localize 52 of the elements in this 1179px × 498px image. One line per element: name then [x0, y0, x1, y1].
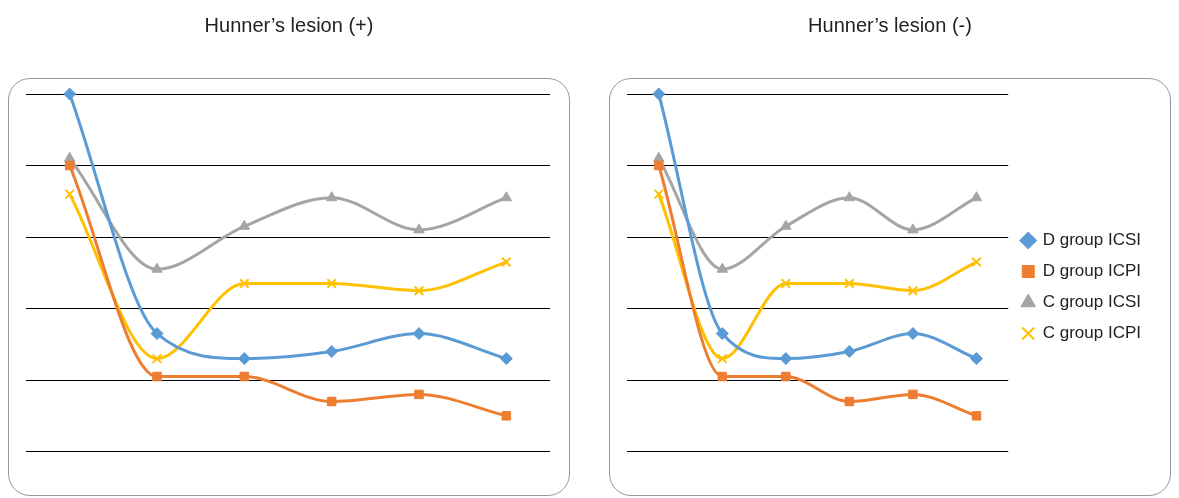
point [151, 262, 163, 273]
chart-title: Hunner’s lesion (-) [807, 14, 973, 37]
point [907, 285, 919, 296]
point [653, 188, 665, 200]
point [717, 353, 728, 364]
point [63, 87, 77, 101]
legend-label: D group ICSI [1042, 230, 1141, 250]
point [842, 344, 856, 358]
point [237, 352, 251, 366]
point [412, 327, 426, 341]
point [63, 151, 76, 162]
point [501, 256, 512, 268]
point [906, 327, 920, 341]
point [499, 352, 513, 366]
point [326, 396, 337, 407]
point [239, 278, 250, 289]
point [325, 191, 338, 202]
point [969, 352, 983, 366]
point [501, 411, 512, 421]
legend-label: C group ICSI [1042, 292, 1141, 312]
point [413, 285, 425, 296]
legend-label: D group ICPI [1042, 261, 1141, 281]
point [907, 223, 919, 234]
point [326, 278, 337, 289]
point [908, 389, 918, 400]
point [844, 278, 855, 289]
point [781, 371, 791, 382]
point [779, 352, 793, 366]
point [64, 160, 75, 171]
point [654, 160, 664, 171]
point [239, 371, 250, 382]
point [715, 327, 729, 341]
point [717, 371, 728, 382]
point [780, 219, 792, 230]
point [843, 191, 856, 202]
point [413, 223, 425, 234]
point [64, 188, 75, 200]
point [151, 353, 163, 364]
point [325, 344, 339, 358]
legend-label: C group ICPI [1042, 323, 1141, 343]
point [414, 389, 424, 400]
chart-title: Hunner’s lesion (+) [203, 14, 375, 37]
point [971, 256, 982, 268]
point [500, 191, 513, 202]
point [844, 396, 855, 407]
point [152, 371, 162, 382]
point [971, 411, 982, 421]
point [716, 262, 729, 273]
point [150, 327, 164, 341]
point [652, 87, 666, 101]
point [653, 151, 665, 162]
point [780, 278, 792, 289]
